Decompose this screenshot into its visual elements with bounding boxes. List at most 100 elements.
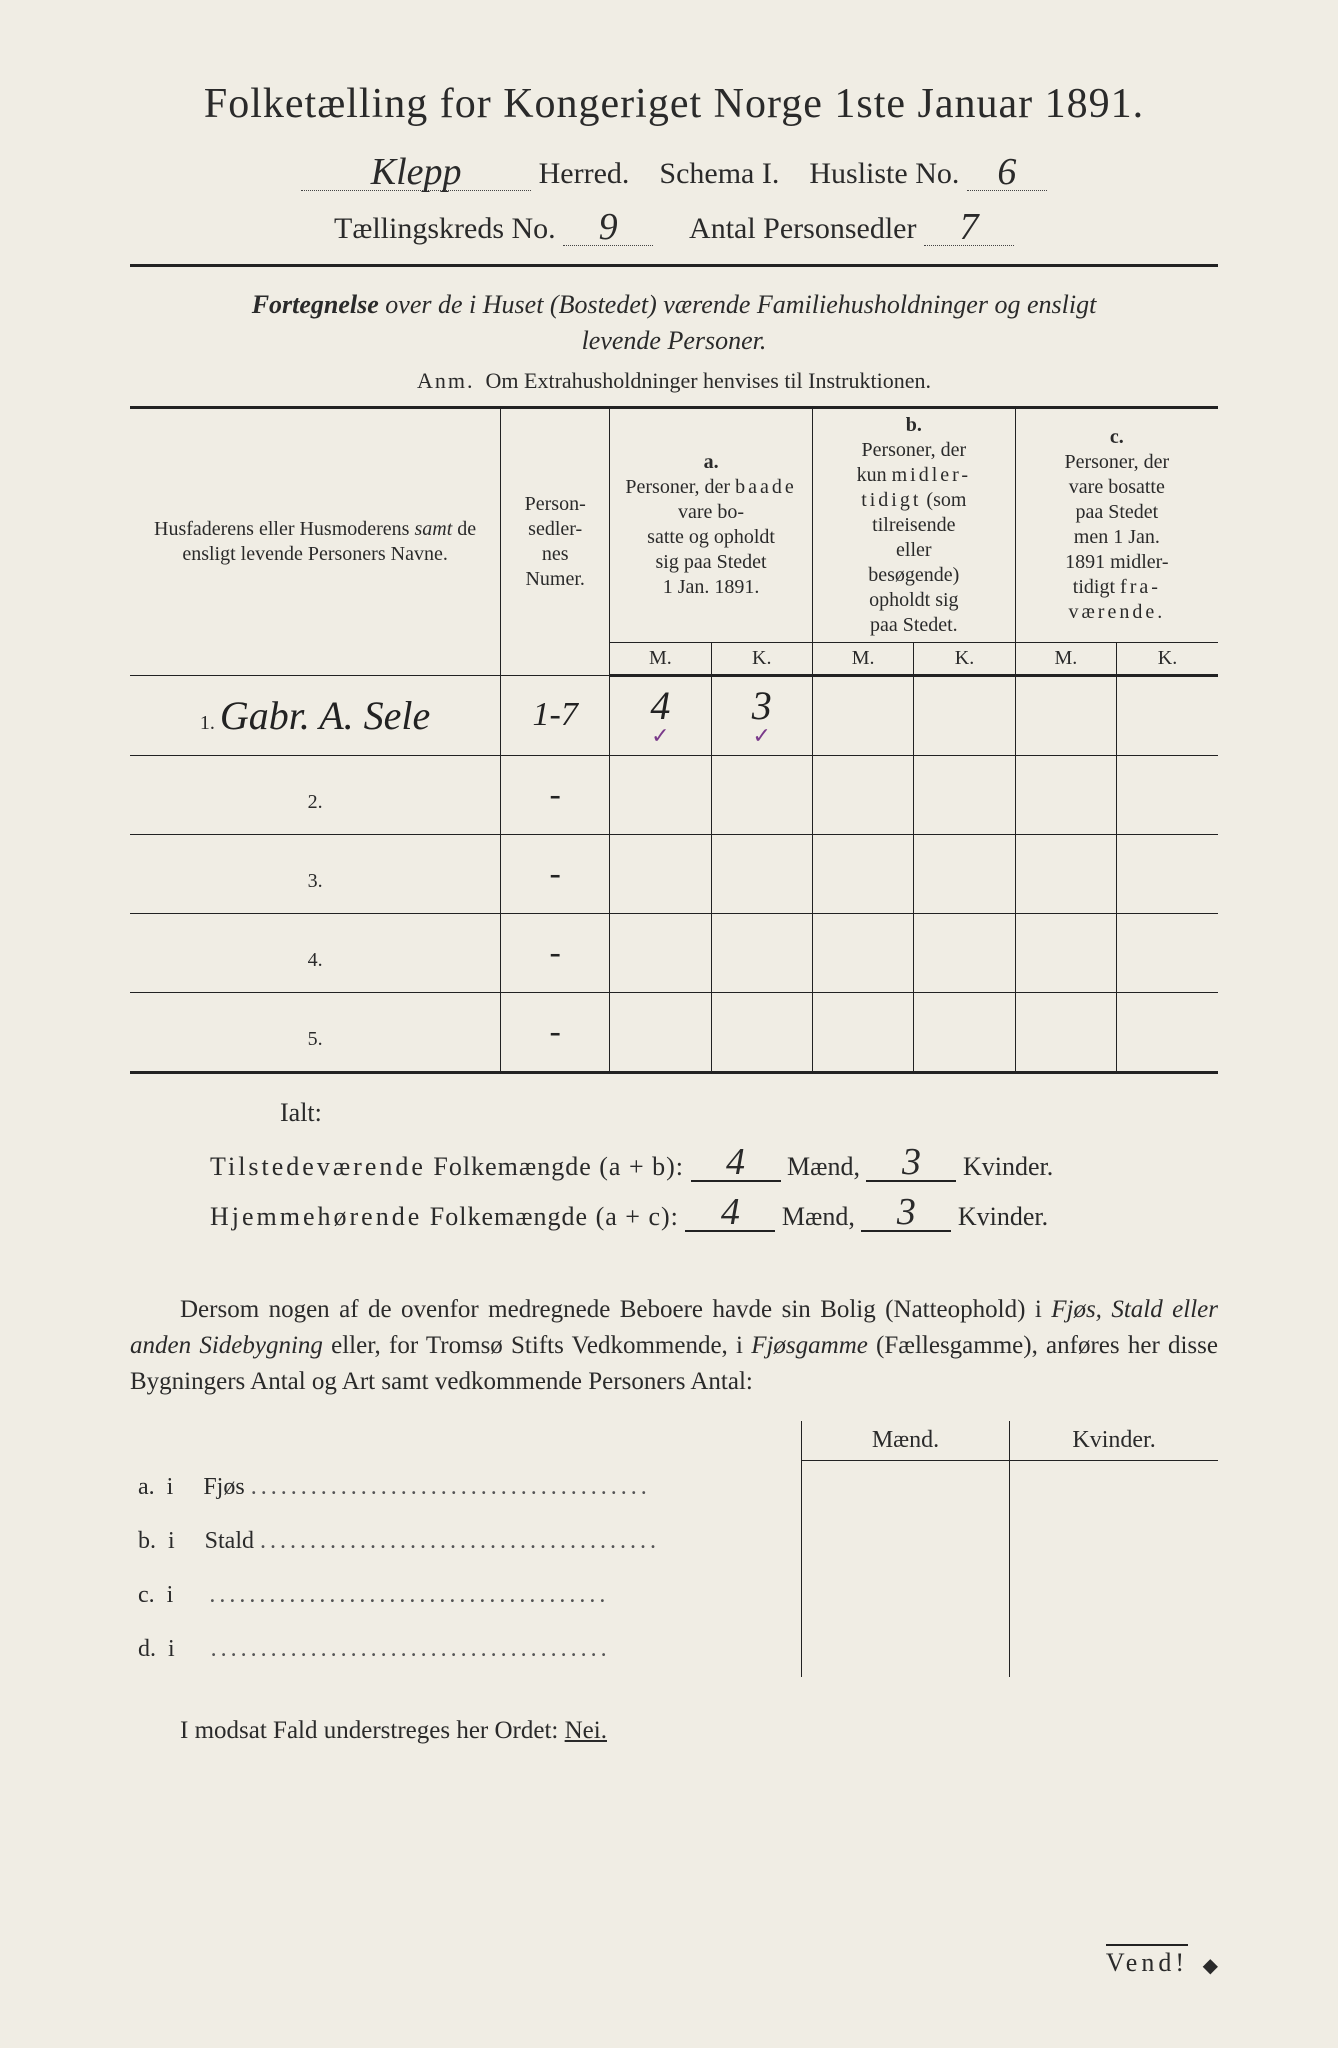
bygn-k-cell: [1010, 1460, 1218, 1515]
row-aM: [610, 834, 711, 913]
row-bM: [812, 992, 913, 1072]
nei-word: Nei.: [565, 1717, 607, 1744]
bygn-label: c. i ...................................…: [130, 1569, 801, 1623]
col-c-header: c. Personer, dervare bosattepaa Stedetme…: [1015, 407, 1218, 642]
row-cM: [1015, 834, 1116, 913]
row-aM: [610, 755, 711, 834]
bygn-m-cell: [801, 1515, 1009, 1569]
row-num-cell: -: [501, 992, 610, 1072]
bygn-k-cell: [1010, 1623, 1218, 1677]
row-aM: [610, 913, 711, 992]
row-aK: [711, 834, 812, 913]
tilstede-k: 3: [902, 1141, 921, 1183]
hjemme-m: 4: [721, 1191, 740, 1233]
header-line-2: Klepp Herred. Schema I. Husliste No. 6: [130, 146, 1218, 191]
row-bK: [914, 913, 1015, 992]
row-cK: [1117, 675, 1218, 755]
row-aM: 4✓: [610, 675, 711, 755]
personsedler-value: 7: [959, 206, 978, 248]
table-row: 1. Gabr. A. Sele1-74✓3✓: [130, 675, 1218, 755]
row-num-cell: -: [501, 913, 610, 992]
col-a-k: K.: [711, 642, 812, 675]
row-name-cell: 1. Gabr. A. Sele: [130, 675, 501, 755]
col-b-header: b. Personer, derkun midler-tidigt (somti…: [812, 407, 1015, 642]
table-row: 2. -: [130, 755, 1218, 834]
row-cM: [1015, 913, 1116, 992]
col-c-m: M.: [1015, 642, 1116, 675]
kreds-label: Tællingskreds No.: [334, 212, 556, 245]
header-line-3: Tællingskreds No. 9 Antal Personsedler 7: [130, 201, 1218, 246]
kreds-value: 9: [599, 206, 618, 248]
bygn-row: b. i Stald .............................…: [130, 1515, 1218, 1569]
modsat-line: I modsat Fald understreges her Ordet: Ne…: [130, 1717, 1218, 1745]
bygn-row: a. i Fjøs ..............................…: [130, 1460, 1218, 1515]
husliste-value: 6: [997, 151, 1016, 193]
herred-label: Herred.: [539, 157, 630, 190]
row-bK: [914, 834, 1015, 913]
bygn-m-cell: [801, 1569, 1009, 1623]
row-cK: [1117, 992, 1218, 1072]
row-name-cell: 2.: [130, 755, 501, 834]
col-a-m: M.: [610, 642, 711, 675]
schema-label: Schema I.: [659, 157, 779, 190]
hjemme-k: 3: [897, 1191, 916, 1233]
household-table: Husfaderens eller Husmoderens samt de en…: [130, 406, 1218, 1074]
totals-tilstede: Tilstedeværende Folkemængde (a + b): 4 M…: [210, 1136, 1218, 1182]
col-b-m: M.: [812, 642, 913, 675]
row-name-cell: 3.: [130, 834, 501, 913]
anm-note: Anm. Om Extrahusholdninger henvises til …: [130, 368, 1218, 394]
bygn-row: d. i ...................................…: [130, 1623, 1218, 1677]
personsedler-label: Antal Personsedler: [689, 212, 916, 245]
subtitle-line2: levende Personer.: [582, 326, 767, 355]
col-name-header: Husfaderens eller Husmoderens samt de en…: [130, 407, 501, 675]
bygn-m-cell: [801, 1460, 1009, 1515]
row-name-cell: 4.: [130, 913, 501, 992]
row-cK: [1117, 834, 1218, 913]
tilstede-m: 4: [726, 1141, 745, 1183]
buildings-section: Mænd. Kvinder. a. i Fjøs ...............…: [130, 1421, 1218, 1677]
row-bM: [812, 755, 913, 834]
row-bK: [914, 992, 1015, 1072]
table-row: 5. -: [130, 992, 1218, 1072]
paragraph: Dersom nogen af de ovenfor medregnede Be…: [130, 1292, 1218, 1401]
bygn-k-cell: [1010, 1515, 1218, 1569]
row-bK: [914, 675, 1015, 755]
census-form-page: Folketælling for Kongeriget Norge 1ste J…: [0, 0, 1338, 2048]
row-aK: 3✓: [711, 675, 812, 755]
bygn-maend: Mænd.: [801, 1421, 1009, 1461]
row-bM: [812, 675, 913, 755]
col-num-header: Person-sedler-nesNumer.: [501, 407, 610, 675]
bygn-label: b. i Stald .............................…: [130, 1515, 801, 1569]
herred-value: Klepp: [371, 151, 462, 193]
subtitle: Fortegnelse over de i Huset (Bostedet) v…: [130, 287, 1218, 360]
totals-hjemme: Hjemmehørende Folkemængde (a + c): 4 Mæn…: [210, 1186, 1218, 1232]
vend-label: Vend!: [1106, 1944, 1188, 1978]
col-c-k: K.: [1117, 642, 1218, 675]
bygn-k-cell: [1010, 1569, 1218, 1623]
subtitle-line1-strong: Fortegnelse: [252, 290, 379, 319]
form-title: Folketælling for Kongeriget Norge 1ste J…: [130, 80, 1218, 128]
row-aK: [711, 913, 812, 992]
table-row: 3. -: [130, 834, 1218, 913]
husliste-label: Husliste No.: [809, 157, 959, 190]
row-aM: [610, 992, 711, 1072]
col-a-header: a. Personer, der baade vare bo-satte og …: [610, 407, 813, 642]
row-bK: [914, 755, 1015, 834]
bygn-kvinder: Kvinder.: [1010, 1421, 1218, 1461]
col-b-k: K.: [914, 642, 1015, 675]
row-cM: [1015, 755, 1116, 834]
bygn-label: d. i ...................................…: [130, 1623, 801, 1677]
ink-blob-icon: ◆: [1203, 1953, 1218, 1978]
divider: [130, 264, 1218, 267]
table-row: 4. -: [130, 913, 1218, 992]
row-name-cell: 5.: [130, 992, 501, 1072]
ialt-label: Ialt:: [280, 1098, 1218, 1128]
row-cK: [1117, 913, 1218, 992]
bygn-row: c. i ...................................…: [130, 1569, 1218, 1623]
row-cM: [1015, 675, 1116, 755]
row-bM: [812, 834, 913, 913]
row-aK: [711, 755, 812, 834]
row-num-cell: -: [501, 834, 610, 913]
row-num-cell: 1-7: [501, 675, 610, 755]
row-num-cell: -: [501, 755, 610, 834]
